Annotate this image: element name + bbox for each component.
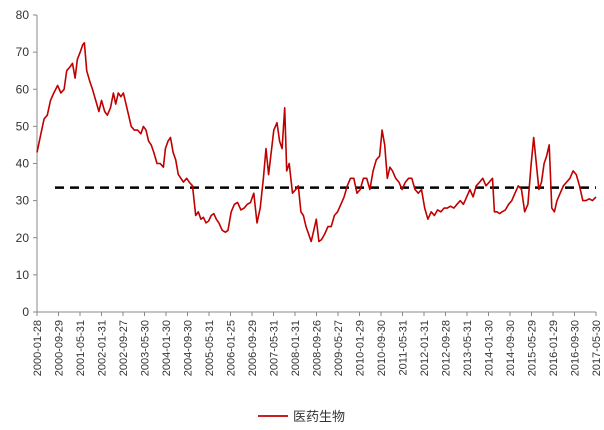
x-axis: 2000-01-28 2000-09-29 2001-05-31 2002-01-31… [32,311,603,376]
x-tick-label: 2003-05-30 [140,320,152,376]
x-tick-label: 2004-01-30 [161,320,173,376]
x-tick-label: 2006-09-29 [247,320,259,376]
legend-label: 医药生物 [293,410,345,425]
y-tick-label: 60 [16,82,30,96]
y-tick-label: 10 [16,268,30,282]
y-tick-label: 30 [16,194,30,208]
x-tick-label: 2009-05-27 [333,320,345,376]
x-tick-label: 2013-05-31 [462,320,474,376]
x-tick-label: 2015-05-29 [527,320,539,376]
y-tick-label: 0 [22,305,29,319]
y-tick-label: 20 [16,231,30,245]
x-tick-label: 2008-09-26 [312,320,324,376]
y-tick-label: 80 [16,8,30,22]
x-tick-label: 2000-09-29 [54,320,66,376]
x-tick-label: 2014-09-30 [505,320,517,376]
series-line [36,42,597,243]
x-tick-label: 2016-01-29 [548,320,560,376]
x-tick-label: 2005-05-31 [204,320,216,376]
x-tick-label: 2014-01-30 [484,320,496,376]
x-tick-label: 2016-09-30 [570,320,582,376]
x-tick-label: 2006-01-25 [226,320,238,376]
x-tick-label: 2011-05-31 [398,320,410,375]
y-tick-label: 50 [16,119,30,133]
x-tick-label: 2008-01-31 [290,320,302,376]
x-tick-label: 2002-01-31 [97,320,109,376]
x-tick-label: 2002-09-27 [118,320,130,376]
x-tick-label: 2000-01-28 [32,320,44,376]
x-tick-label: 2012-01-31 [419,320,431,376]
y-tick-label: 70 [16,45,30,59]
series-group [36,42,597,243]
legend: 医药生物 [258,410,345,425]
x-tick-label: 2007-05-31 [269,320,281,376]
x-tick-label: 2001-05-31 [75,320,87,376]
x-tick-label: 2017-05-30 [591,320,603,376]
x-tick-label: 2004-09-30 [183,320,195,376]
x-tick-label: 2010-01-29 [355,320,367,376]
x-tick-label: 2010-09-30 [376,320,388,376]
y-tick-label: 40 [16,157,30,171]
x-tick-label: 2012-09-28 [441,320,453,376]
y-axis: 0 10 20 30 40 50 60 70 80 [16,8,38,319]
